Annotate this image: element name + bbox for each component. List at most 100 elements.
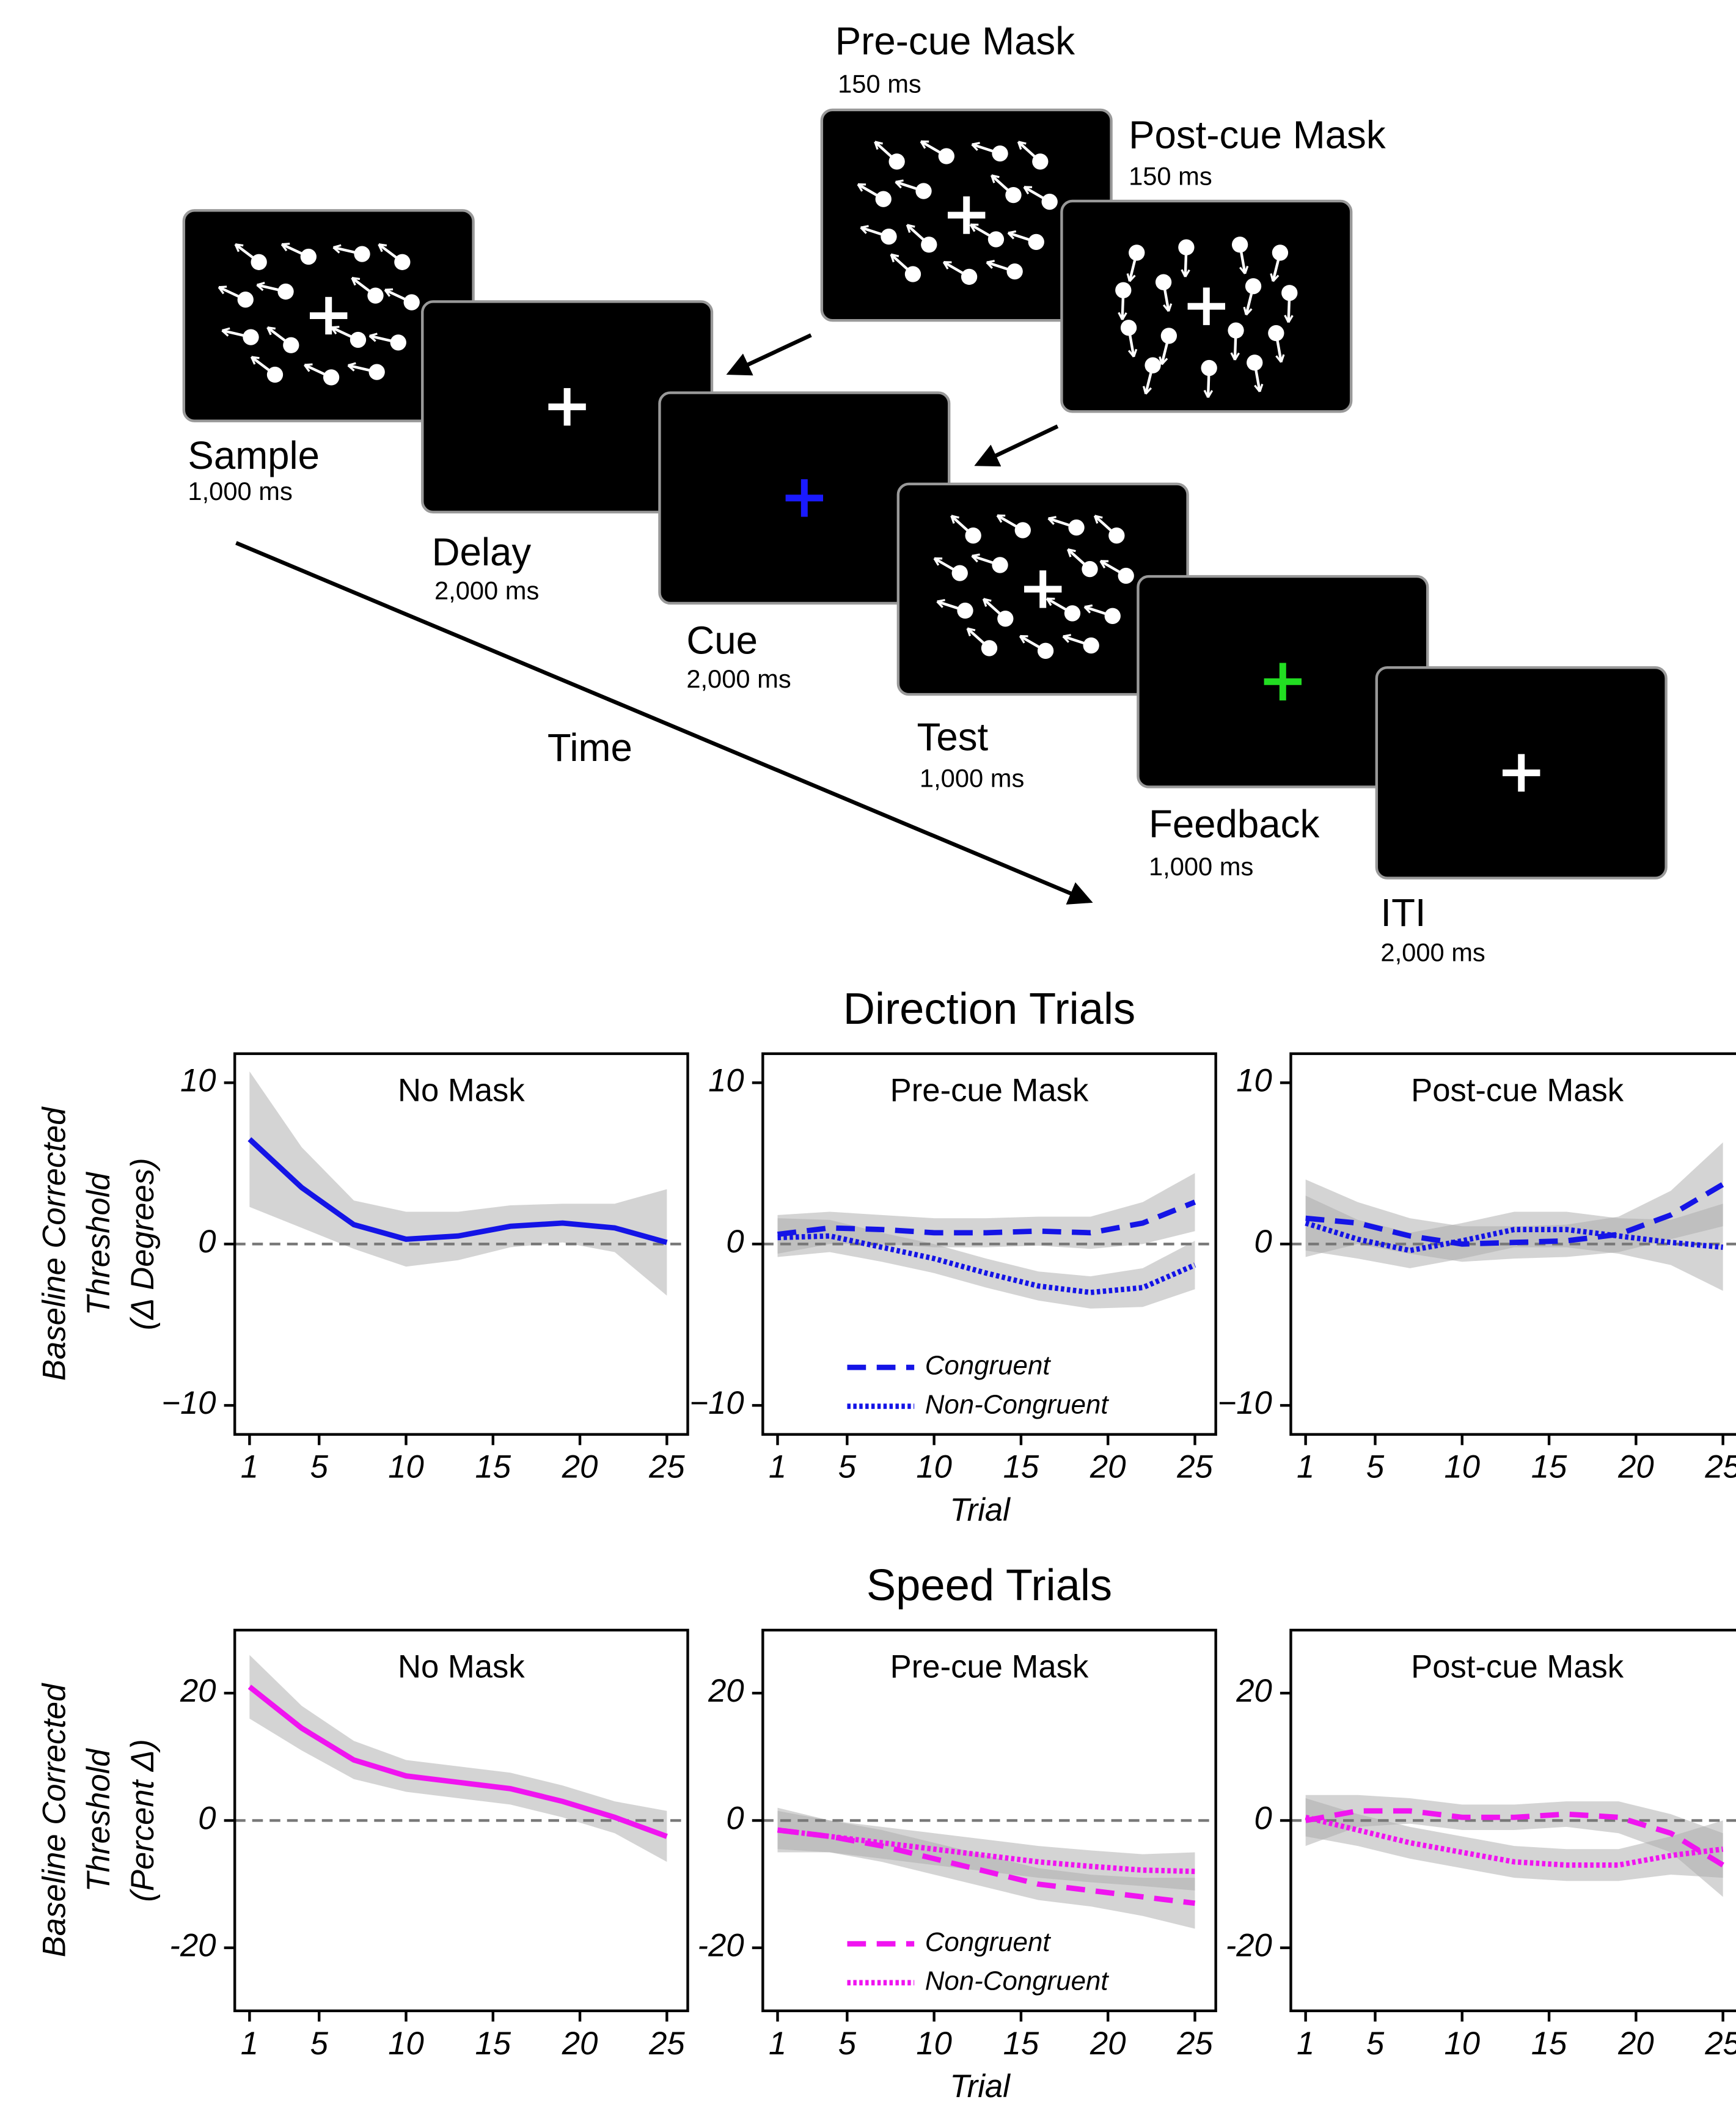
dot bbox=[888, 153, 904, 169]
dot bbox=[1068, 520, 1084, 535]
screen-label: Test bbox=[917, 715, 989, 759]
y-axis-label: Threshold bbox=[81, 1172, 117, 1316]
screen-label: Pre-cue Mask bbox=[835, 20, 1075, 63]
y-axis-label: Baseline Corrected bbox=[36, 1106, 72, 1381]
x-tick-label: 10 bbox=[388, 1449, 424, 1485]
x-tick-label: 15 bbox=[1003, 1449, 1039, 1485]
screen-label: Delay bbox=[432, 531, 532, 574]
dot bbox=[1083, 638, 1099, 653]
dot bbox=[390, 334, 406, 350]
screen-label: Sample bbox=[188, 434, 320, 477]
dot bbox=[1272, 244, 1288, 260]
fixation-cross bbox=[564, 388, 571, 425]
dot bbox=[1082, 561, 1097, 577]
x-tick-label: 1 bbox=[241, 2026, 258, 2062]
x-tick-label: 1 bbox=[241, 1449, 258, 1485]
y-tick-label: 10 bbox=[180, 1062, 216, 1098]
x-tick-label: 1 bbox=[769, 1449, 786, 1485]
y-tick-label: -20 bbox=[1226, 1928, 1272, 1964]
dot bbox=[354, 246, 370, 262]
panel-title: No Mask bbox=[398, 1648, 525, 1685]
screen-duration: 2,000 ms bbox=[434, 576, 539, 605]
legend-label: Congruent bbox=[925, 1927, 1052, 1957]
dot bbox=[1247, 355, 1262, 370]
dot bbox=[367, 287, 383, 303]
y-tick-label: 20 bbox=[708, 1673, 744, 1709]
dot bbox=[1156, 274, 1171, 290]
dot bbox=[1115, 282, 1131, 298]
y-tick-label: -20 bbox=[169, 1928, 216, 1964]
screen-label: Post-cue Mask bbox=[1129, 114, 1386, 157]
series-line bbox=[249, 1687, 667, 1837]
screen-duration: 150 ms bbox=[1129, 162, 1212, 191]
dot bbox=[243, 329, 258, 345]
fixation-cross bbox=[963, 196, 970, 233]
screen-label: Feedback bbox=[1149, 803, 1319, 846]
y-tick-label: 20 bbox=[180, 1673, 216, 1709]
x-tick-label: 10 bbox=[916, 2026, 952, 2062]
y-axis-label: (Δ Degrees) bbox=[125, 1158, 161, 1330]
screen-duration: 2,000 ms bbox=[686, 664, 791, 693]
dot bbox=[1121, 320, 1137, 336]
x-tick-label: 25 bbox=[1176, 2026, 1213, 2062]
dot bbox=[1145, 357, 1160, 373]
dot bbox=[1042, 194, 1058, 210]
screen-duration: 1,000 ms bbox=[920, 763, 1024, 792]
y-tick-label: -20 bbox=[698, 1928, 744, 1964]
dot bbox=[1201, 360, 1217, 376]
dot bbox=[1005, 187, 1021, 203]
dot bbox=[369, 364, 385, 380]
fixation-cross bbox=[801, 479, 808, 516]
dot bbox=[965, 527, 981, 543]
dot bbox=[1268, 325, 1284, 341]
legend-label: Non-Congruent bbox=[925, 1389, 1110, 1419]
x-tick-label: 25 bbox=[648, 2026, 685, 2062]
x-axis-label: Trial bbox=[950, 1492, 1011, 1528]
page: {"diagram":{"screens":[ {"label":"Pre-cu… bbox=[0, 0, 1736, 2102]
screen-label: Cue bbox=[686, 619, 758, 663]
screen-duration: 1,000 ms bbox=[188, 477, 292, 505]
x-tick-label: 1 bbox=[769, 2026, 786, 2062]
x-tick-label: 10 bbox=[916, 1449, 952, 1485]
dot bbox=[992, 145, 1008, 161]
dot bbox=[1232, 237, 1248, 252]
x-tick-label: 15 bbox=[1531, 2026, 1567, 2062]
legend-label: Non-Congruent bbox=[925, 1966, 1110, 1996]
x-tick-label: 15 bbox=[475, 1449, 511, 1485]
dot bbox=[876, 191, 892, 207]
dot bbox=[905, 266, 921, 282]
arrow-head bbox=[304, 364, 312, 365]
dot bbox=[1108, 527, 1124, 543]
y-axis-label: Baseline Corrected bbox=[36, 1683, 72, 1957]
dot bbox=[939, 148, 954, 164]
x-tick-label: 20 bbox=[1617, 1449, 1654, 1485]
x-tick-label: 10 bbox=[388, 2026, 424, 2062]
dot bbox=[988, 231, 1004, 247]
y-tick-label: 10 bbox=[708, 1062, 744, 1098]
y-tick-label: 0 bbox=[1254, 1800, 1272, 1836]
dot bbox=[251, 254, 267, 270]
dot bbox=[283, 337, 299, 353]
dot bbox=[1105, 608, 1121, 624]
dot bbox=[1028, 234, 1044, 250]
y-tick-label: 0 bbox=[726, 1800, 744, 1836]
x-tick-label: 25 bbox=[1176, 1449, 1213, 1485]
dot bbox=[1228, 322, 1243, 338]
dot bbox=[267, 367, 283, 383]
y-tick-label: −10 bbox=[161, 1385, 216, 1421]
x-tick-label: 25 bbox=[648, 1449, 685, 1485]
arrow-head bbox=[331, 327, 339, 328]
screen-duration: 2,000 ms bbox=[1380, 938, 1485, 967]
dot bbox=[1281, 285, 1297, 301]
y-tick-label: 20 bbox=[1236, 1673, 1272, 1709]
panel-title: Post-cue Mask bbox=[1411, 1072, 1624, 1108]
x-tick-label: 20 bbox=[1090, 2026, 1126, 2062]
dot bbox=[301, 249, 317, 265]
dot bbox=[961, 269, 977, 285]
y-tick-label: 0 bbox=[198, 1224, 216, 1260]
dot bbox=[1007, 263, 1023, 279]
dot bbox=[1038, 643, 1053, 659]
x-tick-label: 5 bbox=[838, 2026, 857, 2062]
dot bbox=[1118, 568, 1134, 584]
x-tick-label: 20 bbox=[1617, 2026, 1654, 2062]
